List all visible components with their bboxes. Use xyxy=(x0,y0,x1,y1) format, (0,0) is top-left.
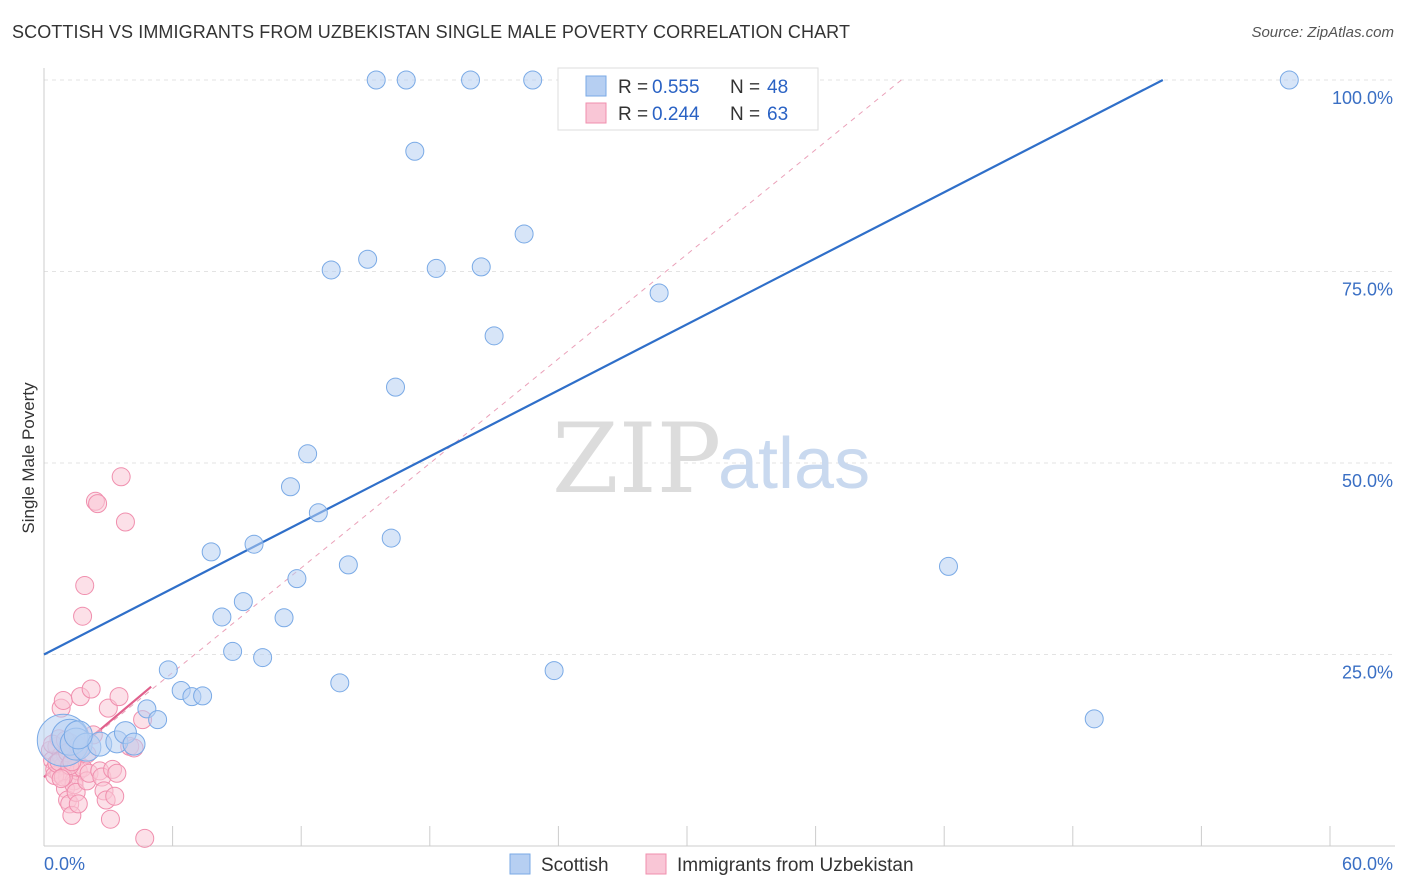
scottish-point xyxy=(233,592,253,612)
scottish-point xyxy=(212,607,232,627)
scottish-point xyxy=(1084,709,1104,729)
uzbekistan-point xyxy=(73,606,93,626)
uzbekistan-point xyxy=(109,687,129,707)
watermark-zip: ZIP xyxy=(552,403,721,515)
scottish-point xyxy=(330,673,350,693)
axes xyxy=(43,68,1395,847)
chart-source: Source: ZipAtlas.com xyxy=(1251,24,1394,41)
data-points xyxy=(36,70,1299,848)
uzbekistan-point xyxy=(88,494,108,514)
scottish-point xyxy=(298,444,318,464)
y-tick-label: 50.0% xyxy=(1342,471,1393,491)
stats-legend: R = 0.555 N = 48 R = 0.244 N = 63 xyxy=(557,67,819,131)
scottish-point xyxy=(223,641,243,661)
scottish-point xyxy=(287,569,307,589)
scottish-point xyxy=(274,608,294,628)
uzbekistan-point xyxy=(100,809,120,829)
uzbekistan-point xyxy=(68,794,88,814)
stats-legend-swatch xyxy=(585,75,607,97)
stats-legend-r-value: 0.555 xyxy=(652,77,700,98)
uzbekistan-point xyxy=(115,512,135,532)
scottish-point xyxy=(523,70,543,90)
uzbekistan-trend-extension xyxy=(43,79,902,778)
uzbekistan-point xyxy=(81,679,101,699)
scottish-point xyxy=(201,542,221,562)
series-legend-swatch xyxy=(645,853,667,875)
x-tick-label: 60.0% xyxy=(1342,854,1393,874)
stats-legend-r-label: R = xyxy=(618,77,648,98)
uzbekistan-point xyxy=(53,690,73,710)
scottish-point xyxy=(461,70,481,90)
y-tick-label: 25.0% xyxy=(1342,663,1393,683)
watermark: ZIP atlas xyxy=(552,403,870,515)
scottish-point xyxy=(649,283,669,303)
scottish-point xyxy=(544,661,564,681)
scottish-point xyxy=(308,503,328,523)
uzbekistan-point xyxy=(51,769,71,789)
y-tick-label: 100.0% xyxy=(1332,88,1393,108)
scottish-point xyxy=(280,477,300,497)
scottish-point xyxy=(253,648,273,668)
uzbekistan-point xyxy=(75,576,95,596)
series-legend-swatch xyxy=(509,853,531,875)
series-legend-label: Scottish xyxy=(541,855,609,876)
scottish-point xyxy=(358,249,378,269)
y-tick-labels: 25.0% 50.0% 75.0% 100.0% xyxy=(1332,88,1393,683)
stats-legend-swatch xyxy=(585,102,607,124)
y-tick-label: 75.0% xyxy=(1342,280,1393,300)
scottish-point xyxy=(158,660,178,680)
uzbekistan-point xyxy=(105,786,125,806)
uzbekistan-point xyxy=(111,467,131,487)
series-legend: Scottish Immigrants from Uzbekistan xyxy=(509,853,914,876)
scottish-point xyxy=(405,141,425,161)
stats-legend-r-value: 0.244 xyxy=(652,104,700,125)
scottish-point xyxy=(386,377,406,397)
scottish-point xyxy=(1279,70,1299,90)
scottish-point xyxy=(938,556,958,576)
x-tick-labels: 0.0% 60.0% xyxy=(44,854,1393,874)
scottish-point xyxy=(321,260,341,280)
chart-title: SCOTTISH VS IMMIGRANTS FROM UZBEKISTAN S… xyxy=(12,22,851,42)
y-axis-title: Single Male Poverty xyxy=(19,382,38,534)
uzbekistan-point xyxy=(135,828,155,848)
scottish-point xyxy=(366,70,386,90)
x-tick-label: 0.0% xyxy=(44,854,85,874)
scottish-point xyxy=(381,528,401,548)
scottish-point xyxy=(193,686,213,706)
stats-legend-n-label: N = xyxy=(730,104,760,125)
scottish-point xyxy=(122,732,146,756)
scottish-point xyxy=(63,720,93,750)
grid-lines xyxy=(44,79,1395,655)
scottish-point xyxy=(244,534,264,554)
scottish-point xyxy=(338,555,358,575)
scottish-point xyxy=(484,326,504,346)
stats-legend-n-value: 48 xyxy=(767,77,788,98)
uzbekistan-point xyxy=(107,763,127,783)
scottish-point xyxy=(396,70,416,90)
scottish-point xyxy=(148,710,168,730)
scottish-point xyxy=(426,258,446,278)
stats-legend-n-value: 63 xyxy=(767,104,788,125)
series-legend-label: Immigrants from Uzbekistan xyxy=(677,855,914,876)
watermark-atlas: atlas xyxy=(718,424,870,504)
stats-legend-r-label: R = xyxy=(618,104,648,125)
scottish-point xyxy=(471,257,491,277)
scottish-point xyxy=(514,224,534,244)
stats-legend-n-label: N = xyxy=(730,77,760,98)
scottish-trend-line xyxy=(43,79,1164,656)
